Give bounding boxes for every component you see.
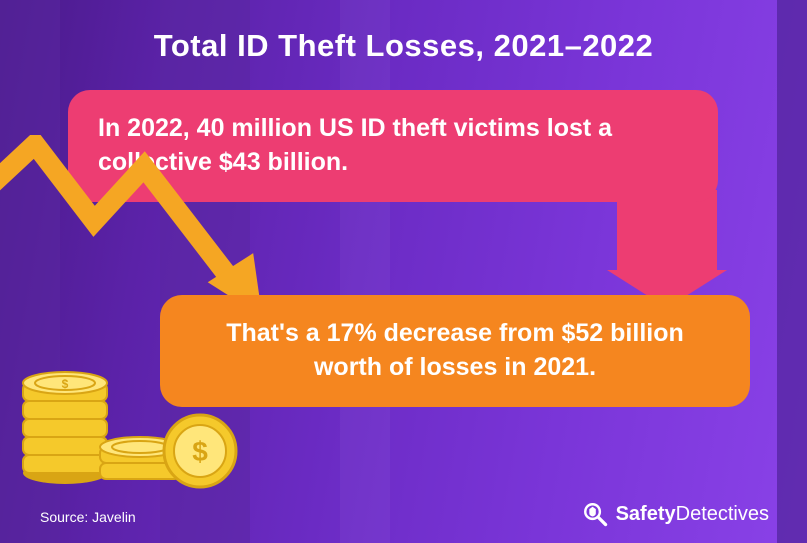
brand-name-bold: Safety [616, 503, 676, 525]
source-label: Source: Javelin [40, 509, 136, 525]
brand-name: SafetyDetectives [616, 503, 769, 526]
bg-stripe [340, 0, 390, 543]
pink-callout-stem [617, 190, 717, 270]
magnifier-shield-icon [582, 501, 608, 527]
svg-text:$: $ [62, 377, 69, 391]
brand-logo: SafetyDetectives [582, 501, 769, 527]
brand-name-rest: Detectives [676, 503, 769, 525]
svg-text:$: $ [192, 436, 208, 467]
bg-stripe [777, 0, 807, 543]
coins-icon: $ $ [10, 323, 250, 493]
page-title: Total ID Theft Losses, 2021–2022 [0, 28, 807, 64]
stat-text-2021: That's a 17% decrease from $52 billion w… [226, 319, 684, 381]
